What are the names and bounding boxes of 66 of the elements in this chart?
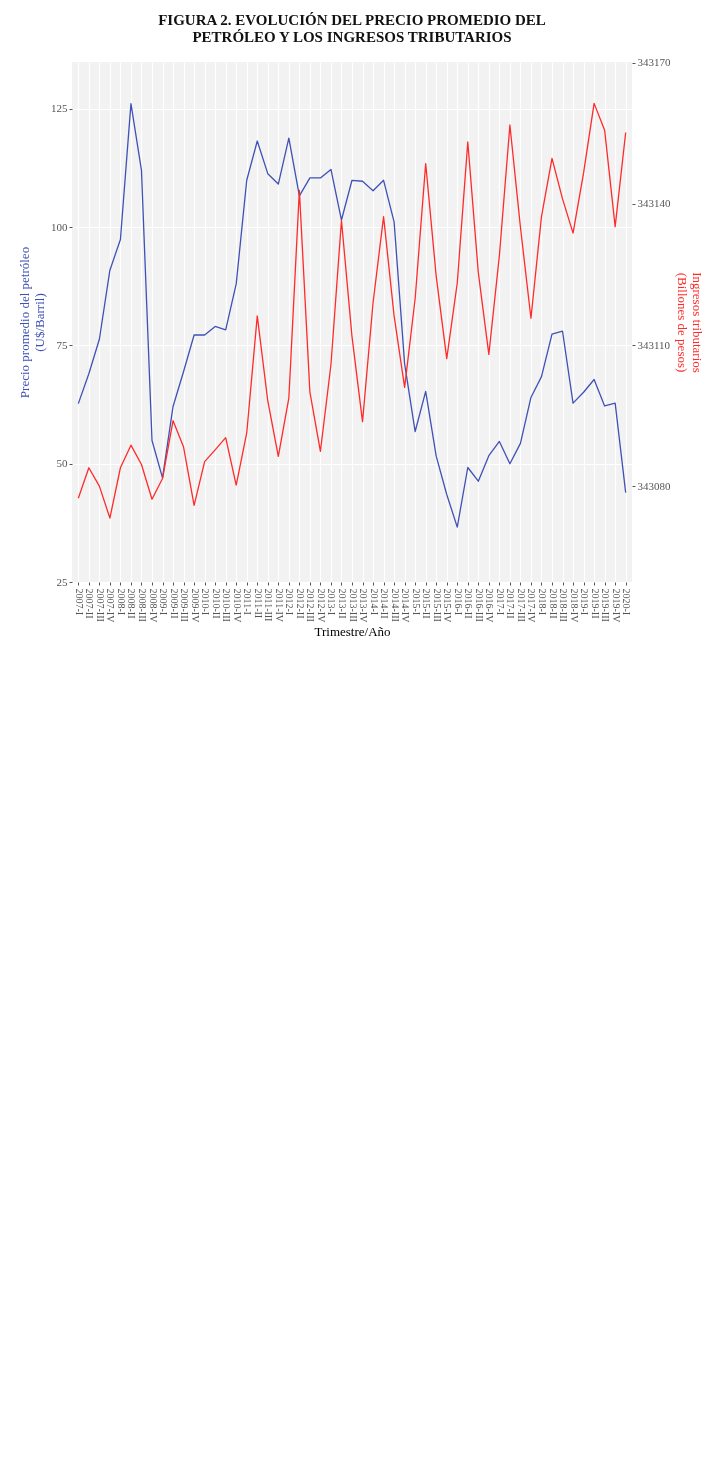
y-tick-label: 125 xyxy=(51,102,68,115)
y-axis-title: Precio promedio del petróleo (U$/Barril) xyxy=(17,246,47,399)
x-tick-label: 2017-II xyxy=(505,588,517,619)
x-tick-label: 2017-I xyxy=(494,588,506,616)
y-tick-label: 100 xyxy=(51,220,68,233)
x-tick-label: 2015-III xyxy=(431,588,443,622)
x-tick-label: 2009-III xyxy=(179,588,191,622)
x-tick-label: 2017-IV xyxy=(526,588,538,624)
x-tick-label: 2007-II xyxy=(84,588,96,619)
x-tick-label: 2008-IV xyxy=(147,588,159,624)
x-tick-label: 2011-IV xyxy=(273,588,285,623)
x-tick-label: 2008-III xyxy=(136,588,148,622)
x-tick-label: 2019-III xyxy=(600,588,612,622)
x-tick-label: 2015-I xyxy=(410,588,422,616)
x-tick-label: 2018-III xyxy=(558,588,570,622)
x-tick-label: 2010-II xyxy=(210,588,222,619)
x-tick-label: 2009-I xyxy=(158,588,170,616)
x-tick-label: 2018-I xyxy=(536,588,548,616)
x-tick-label: 2013-I xyxy=(326,588,338,616)
x-tick-label: 2011-III xyxy=(263,588,275,622)
x-tick-label: 2012-I xyxy=(284,588,296,616)
y2-tick-label: 343110 xyxy=(637,338,671,351)
y2-tick-label: 343170 xyxy=(637,56,671,69)
x-tick-label: 2008-II xyxy=(126,588,138,619)
x-tick-label: 2014-I xyxy=(368,588,380,616)
x-tick-label: 2011-II xyxy=(252,588,264,619)
y-tick-label: 75 xyxy=(56,338,68,351)
x-tick-label: 2007-III xyxy=(94,588,106,622)
x-tick-label: 2011-I xyxy=(242,588,254,615)
x-tick-label: 2007-I xyxy=(73,588,85,616)
x-tick-label: 2014-IV xyxy=(400,588,412,624)
x-tick-label: 2012-II xyxy=(294,588,306,619)
x-tick-label: 2013-IV xyxy=(358,588,370,624)
x-tick-label: 2018-II xyxy=(547,588,559,619)
x-tick-label: 2013-II xyxy=(336,588,348,619)
x-tick-label: 2014-III xyxy=(389,588,401,622)
x-tick-label: 2020-I xyxy=(621,588,633,616)
x-tick-label: 2014-II xyxy=(379,588,391,619)
x-tick-label: 2015-II xyxy=(421,588,433,619)
x-tick-label: 2010-III xyxy=(221,588,233,622)
x-tick-label: 2016-II xyxy=(463,588,475,619)
x-tick-label: 2019-IV xyxy=(610,588,622,624)
y2-tick-label: 343080 xyxy=(637,479,671,492)
x-tick-label: 2012-IV xyxy=(315,588,327,624)
x-tick-label: 2009-II xyxy=(168,588,180,619)
x-tick-label: 2015-IV xyxy=(442,588,454,624)
x-tick-label: 2016-IV xyxy=(484,588,496,624)
y-tick-label: 25 xyxy=(56,575,68,588)
y2-axis-title: Ingresos tributarios (Billones de pesos) xyxy=(674,272,705,373)
x-tick-label: 2018-IV xyxy=(568,588,580,624)
x-tick-label: 2017-III xyxy=(515,588,527,622)
x-tick-label: 2019-II xyxy=(589,588,601,619)
x-tick-label: 2010-IV xyxy=(231,588,243,624)
x-tick-label: 2016-III xyxy=(473,588,485,622)
x-tick-label: 2010-I xyxy=(200,588,212,616)
x-tick-label: 2007-IV xyxy=(105,588,117,624)
x-tick-label: 2019-I xyxy=(579,588,591,616)
chart-title: FIGURA 2. EVOLUCIÓN DEL PRECIO PROMEDIO DEL PETRÓLEO Y LOS INGRESOS TRIBUTARIOS xyxy=(158,11,546,45)
x-axis-title: Trimestre/Año xyxy=(314,624,391,640)
x-tick-label: 2009-IV xyxy=(189,588,201,624)
x-tick-label: 2008-I xyxy=(115,588,127,616)
y-tick-label: 50 xyxy=(56,457,68,470)
x-tick-label: 2012-III xyxy=(305,588,317,622)
y2-tick-label: 343140 xyxy=(637,197,671,210)
x-tick-label: 2016-I xyxy=(452,588,464,616)
x-tick-label: 2013-III xyxy=(347,588,359,622)
